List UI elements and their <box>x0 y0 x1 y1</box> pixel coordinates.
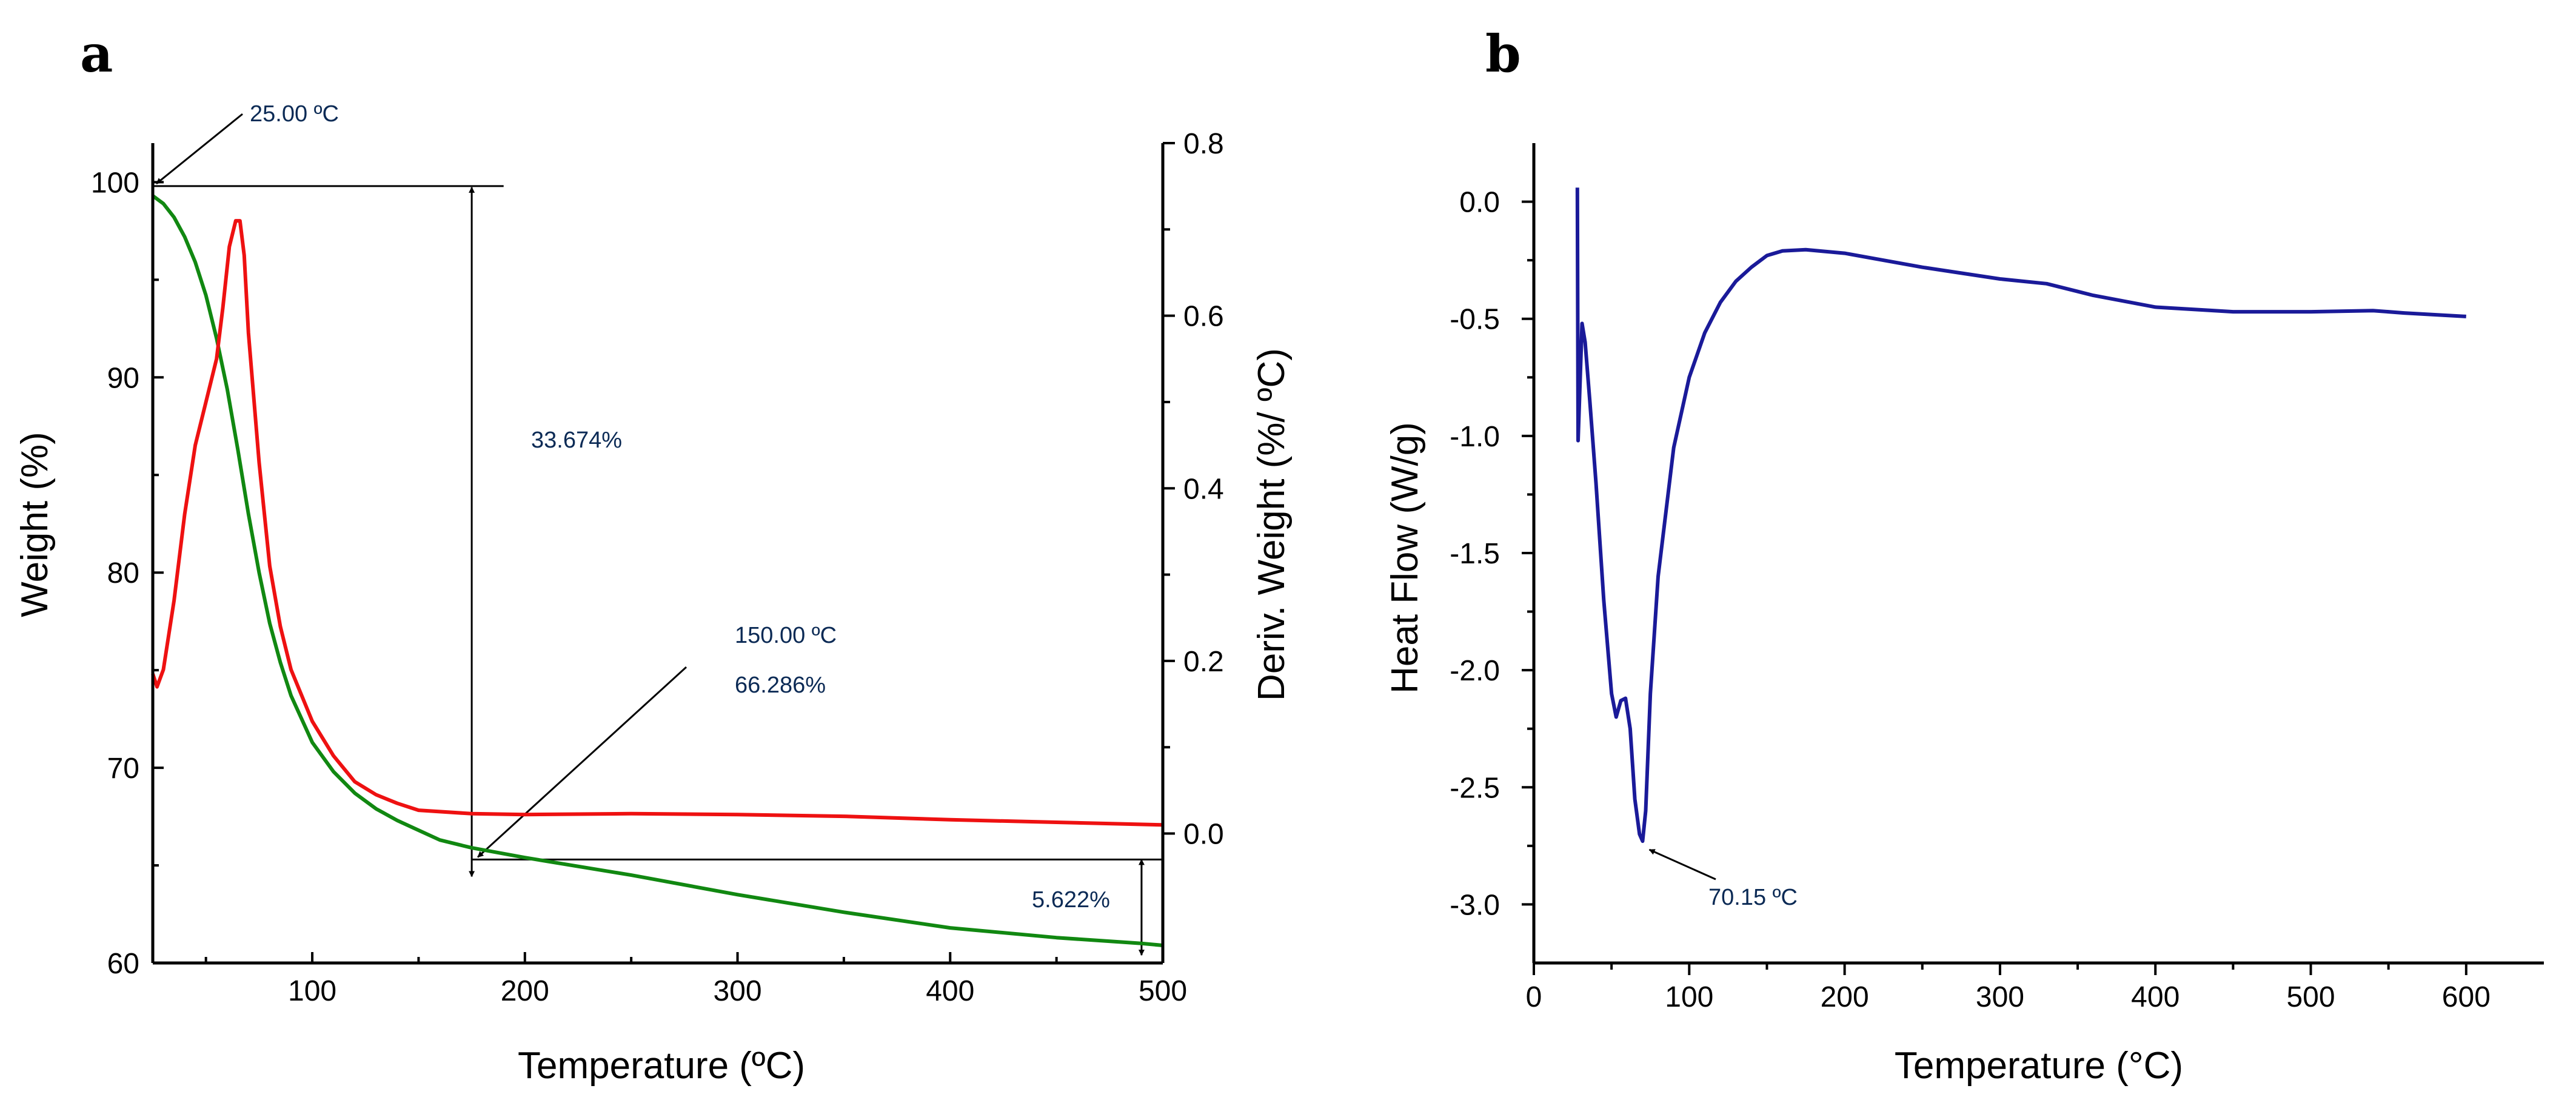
guide-mid-pointer <box>477 666 687 858</box>
chart-b: 0 100 200 300 400 500 600 -3.0 -2.5 -2.0 -1.5 -1.0 -… <box>1384 143 2544 1087</box>
chart-a-y-tick-label: 100 <box>91 167 139 199</box>
chart-b-y-tick-label: -2.5 <box>1450 772 1500 804</box>
chart-a-x-tick-label: 500 <box>1139 975 1187 1007</box>
chart-a-x-tick-label: 300 <box>713 975 761 1007</box>
chart-a-y-tick-label: 60 <box>107 948 139 980</box>
annotation-mid-temp: 150.00 ºC <box>735 623 837 648</box>
chart-b-x-tick-label: 400 <box>2131 981 2180 1013</box>
annotation-loss-main: 33.674% <box>531 428 622 453</box>
annotation-loss-tail: 5.622% <box>1032 887 1110 913</box>
panel-b-label: b <box>1485 24 1521 84</box>
chart-a-series-weight <box>152 194 1163 947</box>
chart-a-y2-tick-label: 0.8 <box>1183 128 1224 160</box>
chart-a-x-tick-label: 400 <box>926 975 974 1007</box>
chart-b-x-tick-label: 100 <box>1665 981 1713 1013</box>
chart-b-series <box>1575 187 2466 881</box>
chart-b-x-tick-label: 500 <box>2286 981 2335 1013</box>
guide-peak-pointer <box>1648 848 1716 881</box>
chart-a-ticks: 100 200 300 400 500 60 70 80 90 100 0.0 0.2 0.4 0.6 0.… <box>91 128 1224 1007</box>
chart-b-y-tick-label: -3.0 <box>1450 889 1500 921</box>
chart-b-x-tick-label: 600 <box>2442 981 2491 1013</box>
chart-b-x-axis-title: Temperature (°C) <box>1895 1045 2183 1087</box>
chart-b-x-tick-label: 200 <box>1821 981 1869 1013</box>
chart-b-y-axis-title: Heat Flow (W/g) <box>1384 422 1426 694</box>
chart-a-y-axis-title: Weight (%) <box>14 432 56 617</box>
guide-start-pointer <box>156 113 243 184</box>
annotation-start-temp: 25.00 ºC <box>250 101 339 127</box>
chart-a-series <box>151 194 1163 947</box>
chart-a-x-axis-title: Temperature (ºC) <box>518 1045 805 1087</box>
chart-a-x-tick-label: 100 <box>288 975 336 1007</box>
annotation-peak-temp: 70.15 ºC <box>1708 885 1798 910</box>
chart-a-series-deriv-weight <box>151 219 1163 827</box>
chart-a-y2-tick-label: 0.6 <box>1183 301 1224 333</box>
chart-a-y-tick-label: 90 <box>107 362 139 394</box>
chart-a-annotation-lines <box>153 113 1163 956</box>
chart-a-x-tick-label: 200 <box>501 975 549 1007</box>
chart-a-y-tick-label: 70 <box>107 753 139 785</box>
chart-a-y2-tick-label: 0.4 <box>1183 473 1224 505</box>
chart-a-axes <box>151 143 1165 965</box>
chart-a-y2-axis-title: Deriv. Weight (%/ ºC) <box>1251 348 1293 701</box>
chart-b-y-tick-label: -1.0 <box>1450 421 1500 453</box>
chart-b-series-heat-flow <box>1575 187 2466 844</box>
panel-a-label: a <box>80 24 113 84</box>
chart-b-y-tick-label: -0.5 <box>1450 304 1500 336</box>
chart-b-ticks: 0 100 200 300 400 500 600 -3.0 -2.5 -2.0 -1.5 -1.0 -… <box>1450 187 2491 1013</box>
chart-a-y2-tick-label: 0.2 <box>1183 646 1224 678</box>
chart-b-x-tick-label: 0 <box>1526 981 1542 1013</box>
chart-b-y-tick-label: -2.0 <box>1450 655 1500 687</box>
chart-a-y-tick-label: 80 <box>107 557 139 589</box>
annotation-mid-weight: 66.286% <box>735 673 826 698</box>
chart-a: 100 200 300 400 500 60 70 80 90 100 0.0 0.2 0.4 0.6 0.… <box>14 101 1293 1087</box>
chart-b-x-tick-label: 300 <box>1976 981 2024 1013</box>
chart-b-y-tick-label: -1.5 <box>1450 538 1500 570</box>
chart-b-axes <box>1532 143 2544 965</box>
chart-b-y-tick-label: 0.0 <box>1459 187 1500 219</box>
chart-a-y2-tick-label: 0.0 <box>1183 819 1224 851</box>
